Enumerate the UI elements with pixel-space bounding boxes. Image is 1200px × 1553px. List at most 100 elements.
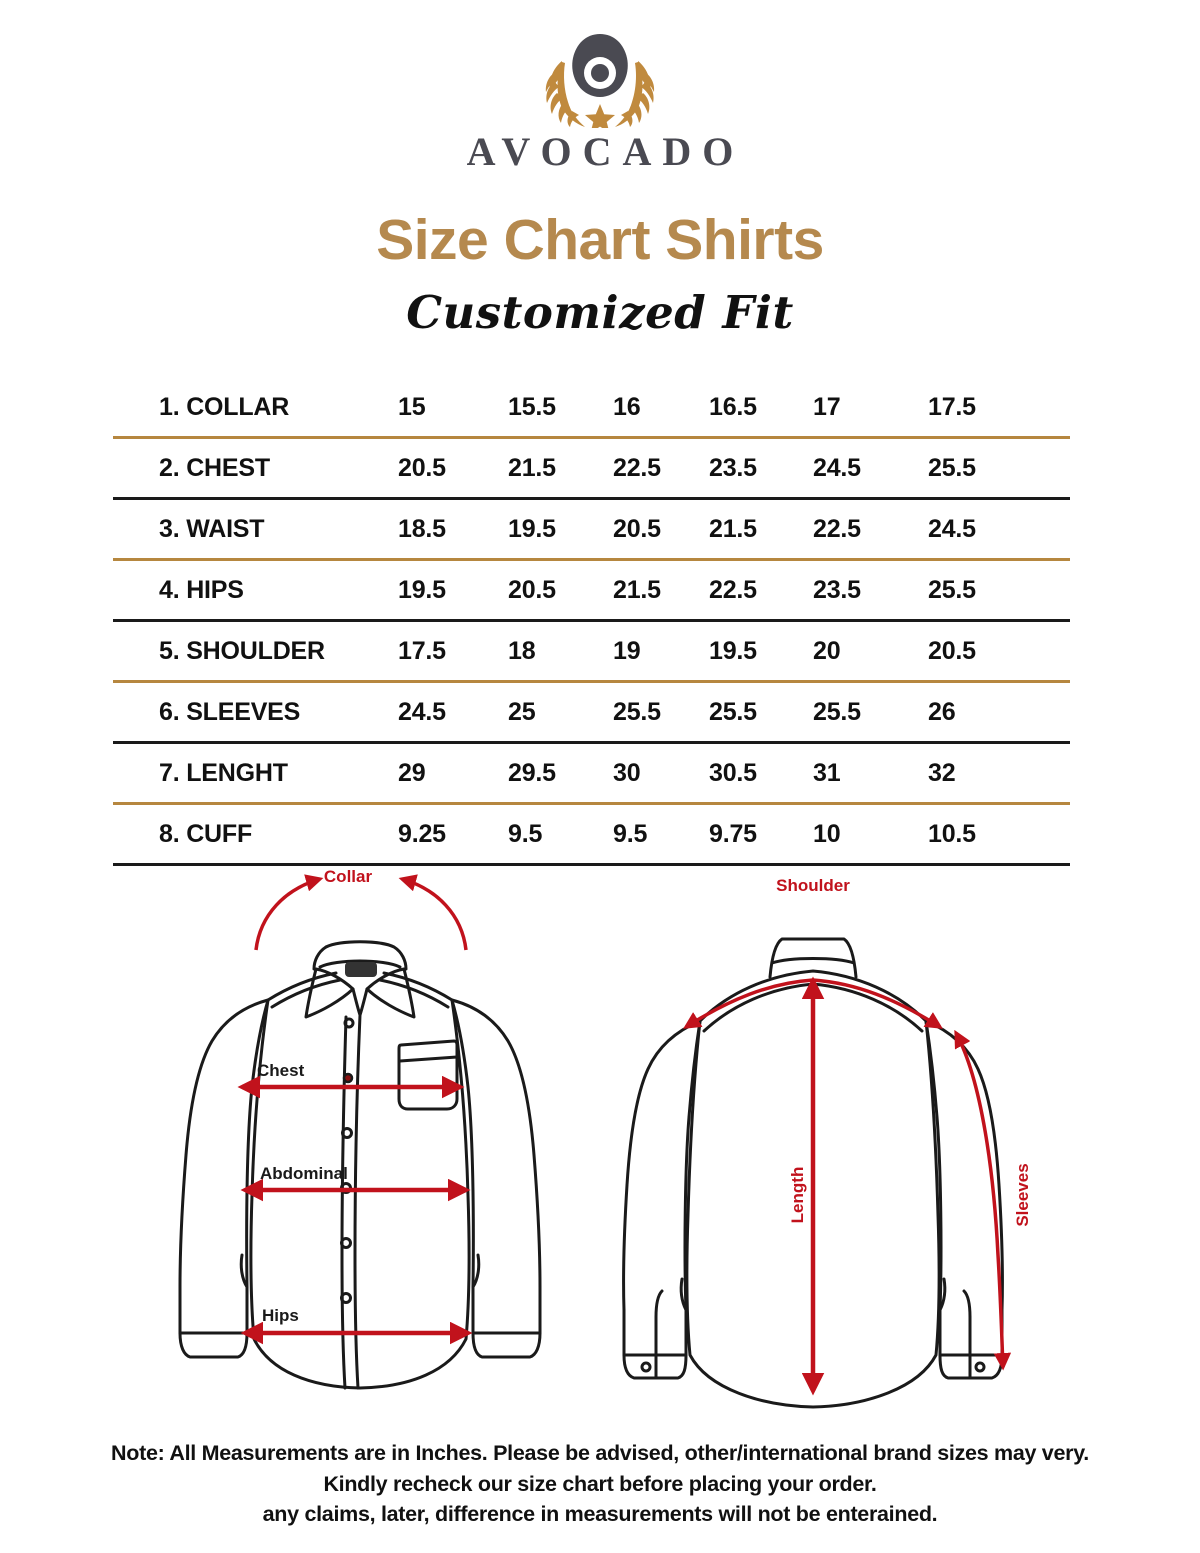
footer-line-2: Kindly recheck our size chart before pla…	[323, 1471, 877, 1496]
cell-value: 16.5	[709, 392, 757, 421]
cell-value: 25.5	[709, 697, 757, 726]
row-separator	[113, 863, 1070, 866]
table-row: 4. HIPS 19.5 20.5 21.5 22.5 23.5 25.5	[113, 561, 1070, 619]
cell-value: 18.5	[398, 514, 446, 543]
cell-value: 25.5	[928, 575, 976, 604]
cell-value: 29.5	[508, 758, 556, 787]
cell-value: 21.5	[709, 514, 757, 543]
cell-value: 10.5	[928, 819, 976, 848]
cell-value: 17.5	[398, 636, 446, 665]
cell-value: 20	[813, 636, 841, 665]
cell-value: 23.5	[709, 453, 757, 482]
cell-value: 15	[398, 392, 426, 421]
cell-value: 30	[613, 758, 641, 787]
row-separator	[113, 436, 1070, 439]
brand-logo-block: AVOCADO	[0, 28, 1200, 172]
cell-value: 25.5	[613, 697, 661, 726]
cell-value: 20.5	[613, 514, 661, 543]
table-row: 3. WAIST 18.5 19.5 20.5 21.5 22.5 24.5	[113, 500, 1070, 558]
label-collar: Collar	[324, 867, 373, 886]
label-sleeves: Sleeves	[1013, 1163, 1032, 1226]
row-values: 20.5 21.5 22.5 23.5 24.5 25.5	[398, 454, 1070, 483]
cell-value: 21.5	[508, 453, 556, 482]
footer-note: Note: All Measurements are in Inches. Pl…	[0, 1438, 1200, 1530]
cell-value: 20.5	[928, 636, 976, 665]
row-values: 15 15.5 16 16.5 17 17.5	[398, 393, 1070, 422]
cell-value: 15.5	[508, 392, 556, 421]
table-row: 8. CUFF 9.25 9.5 9.5 9.75 10 10.5	[113, 805, 1070, 863]
row-values: 17.5 18 19 19.5 20 20.5	[398, 637, 1070, 666]
cell-value: 29	[398, 758, 426, 787]
shirt-back-illustration: Shoulder Length Sleeves	[622, 876, 1032, 1409]
label-abdominal: Abdominal	[260, 1164, 348, 1183]
label-chest: Chest	[257, 1061, 305, 1080]
cell-value: 19	[613, 636, 641, 665]
brand-name: AVOCADO	[466, 129, 745, 174]
row-separator	[113, 558, 1070, 561]
cell-value: 19.5	[508, 514, 556, 543]
cell-value: 24.5	[928, 514, 976, 543]
row-label: 6. SLEEVES	[159, 697, 301, 726]
table-row: 5. SHOULDER 17.5 18 19 19.5 20 20.5	[113, 622, 1070, 680]
cell-value: 18	[508, 636, 536, 665]
cell-value: 16	[613, 392, 641, 421]
cell-value: 10	[813, 819, 841, 848]
cell-value: 17.5	[928, 392, 976, 421]
size-chart-table: 1. COLLAR 15 15.5 16 16.5 17 17.5 2. CHEST 20.5 2…	[113, 378, 1070, 866]
row-values: 19.5 20.5 21.5 22.5 23.5 25.5	[398, 576, 1070, 605]
page-subtitle: Customized Fit	[406, 286, 794, 339]
label-hips: Hips	[262, 1306, 299, 1325]
cell-value: 20.5	[508, 575, 556, 604]
row-separator	[113, 619, 1070, 622]
table-row: 1. COLLAR 15 15.5 16 16.5 17 17.5	[113, 378, 1070, 436]
cell-value: 17	[813, 392, 841, 421]
cell-value: 9.75	[709, 819, 757, 848]
cell-value: 23.5	[813, 575, 861, 604]
row-separator	[113, 802, 1070, 805]
cell-value: 21.5	[613, 575, 661, 604]
row-separator	[113, 741, 1070, 744]
row-label: 2. CHEST	[159, 453, 270, 482]
cell-value: 22.5	[709, 575, 757, 604]
label-length: Length	[788, 1167, 807, 1224]
cell-value: 20.5	[398, 453, 446, 482]
table-row: 6. SLEEVES 24.5 25 25.5 25.5 25.5 26	[113, 683, 1070, 741]
cell-value: 9.25	[398, 819, 446, 848]
cell-value: 24.5	[398, 697, 446, 726]
cell-value: 26	[928, 697, 956, 726]
footer-line-3: any claims, later, difference in measure…	[262, 1502, 938, 1527]
cell-value: 19.5	[398, 575, 446, 604]
row-separator	[113, 497, 1070, 500]
label-shoulder: Shoulder	[776, 876, 850, 895]
row-values: 18.5 19.5 20.5 21.5 22.5 24.5	[398, 515, 1070, 544]
cell-value: 9.5	[508, 819, 543, 848]
row-label: 3. WAIST	[159, 514, 265, 543]
avocado-laurel-star-logo-icon	[545, 34, 655, 128]
cell-value: 25.5	[928, 453, 976, 482]
table-row: 2. CHEST 20.5 21.5 22.5 23.5 24.5 25.5	[113, 439, 1070, 497]
cell-value: 22.5	[813, 514, 861, 543]
cell-value: 32	[928, 758, 956, 787]
footer-line-1: Note: All Measurements are in Inches. Pl…	[111, 1441, 1089, 1465]
row-label: 7. LENGHT	[159, 758, 288, 787]
row-label: 5. SHOULDER	[159, 636, 325, 665]
table-row: 7. LENGHT 29 29.5 30 30.5 31 32	[113, 744, 1070, 802]
row-values: 24.5 25 25.5 25.5 25.5 26	[398, 698, 1070, 727]
cell-value: 22.5	[613, 453, 661, 482]
cell-value: 9.5	[613, 819, 648, 848]
cell-value: 25.5	[813, 697, 861, 726]
page-title: Size Chart Shirts	[376, 208, 824, 272]
cell-value: 30.5	[709, 758, 757, 787]
shirt-diagrams: Collar Chest Abdominal Hips	[0, 855, 1200, 1430]
shirt-front-illustration: Collar Chest Abdominal Hips	[178, 867, 542, 1390]
row-values: 29 29.5 30 30.5 31 32	[398, 759, 1070, 788]
row-label: 8. CUFF	[159, 819, 253, 848]
row-label: 4. HIPS	[159, 575, 244, 604]
cell-value: 24.5	[813, 453, 861, 482]
row-label: 1. COLLAR	[159, 392, 290, 421]
cell-value: 25	[508, 697, 536, 726]
cell-value: 19.5	[709, 636, 757, 665]
cell-value: 31	[813, 758, 841, 787]
row-separator	[113, 680, 1070, 683]
row-values: 9.25 9.5 9.5 9.75 10 10.5	[398, 820, 1070, 849]
